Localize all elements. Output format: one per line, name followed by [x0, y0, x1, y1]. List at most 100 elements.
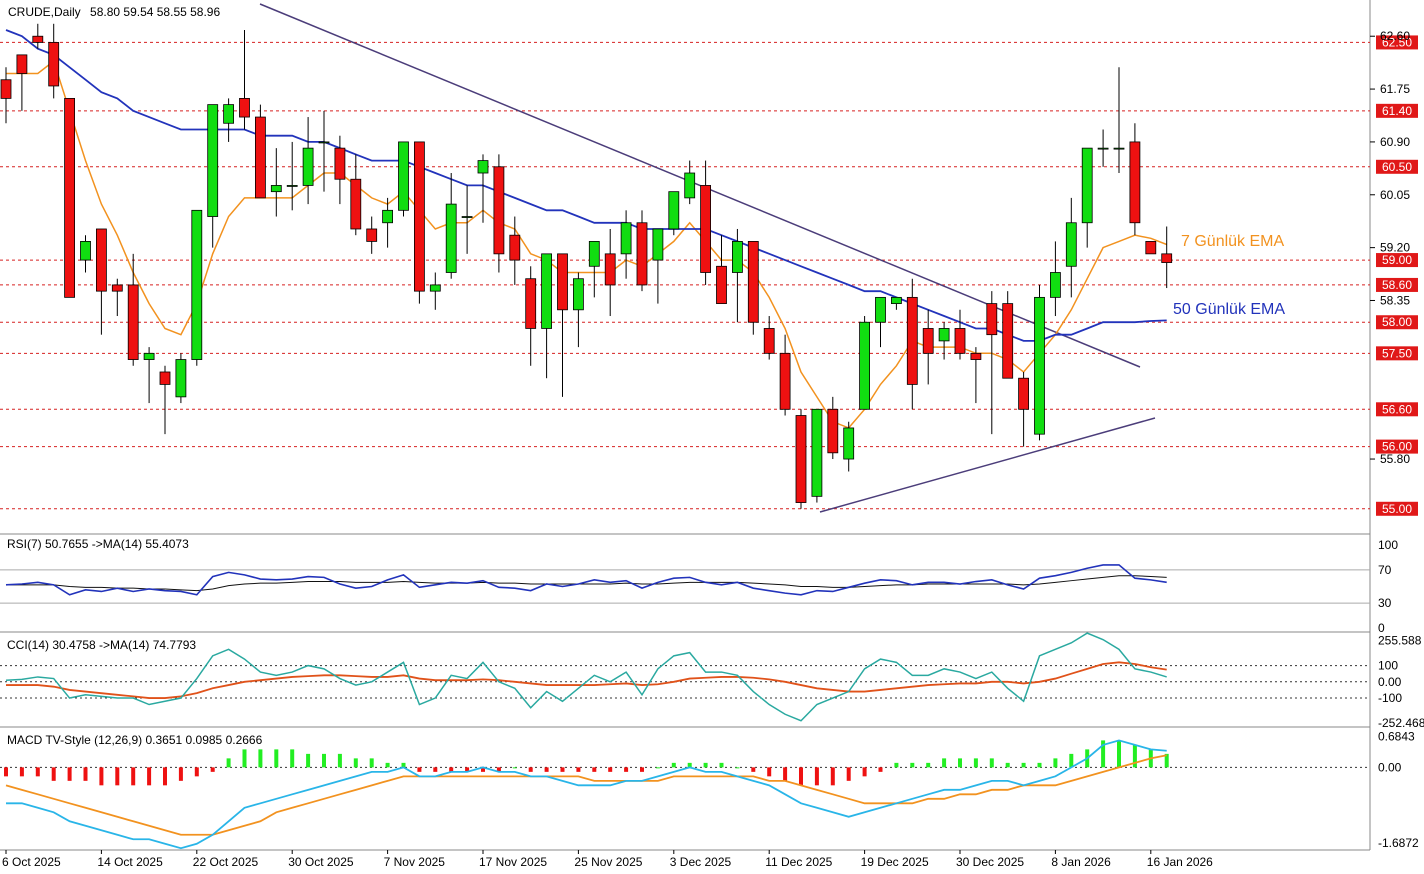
macd-hist-bar-54 — [862, 767, 867, 777]
candle-body-25 — [398, 141, 409, 211]
rsi-label: RSI(7) 50.7655 ->MA(14) 55.4073 — [7, 537, 189, 551]
macd-hist-bar-43 — [687, 762, 692, 768]
candle-body-68 — [1081, 147, 1093, 224]
price-tick-label-2: 60.90 — [1380, 135, 1410, 149]
candle-body-32 — [509, 234, 521, 261]
candle-body-47 — [747, 241, 759, 323]
macd-hist-bar-10 — [163, 767, 167, 786]
macd-hist-bar-46 — [735, 767, 740, 769]
candle-body-17 — [270, 185, 282, 193]
candle-body-6 — [96, 228, 107, 292]
date-label-12: 16 Jan 2026 — [1147, 855, 1213, 869]
macd-axis-label-1: 0.00 — [1378, 760, 1402, 774]
price-tick-label-3: 60.05 — [1380, 188, 1410, 202]
candle-body-40 — [636, 222, 648, 286]
macd-hist-bar-12 — [194, 767, 199, 777]
rsi-panel: 70 30 100 0 — [0, 538, 1398, 635]
macd-hist-bar-64 — [1021, 762, 1026, 768]
level-label-0: 62.50 — [1382, 35, 1412, 49]
date-label-0: 6 Oct 2025 — [2, 855, 61, 869]
candle-body-62 — [986, 303, 998, 336]
date-label-6: 25 Nov 2025 — [574, 855, 642, 869]
macd-hist-bar-1 — [19, 767, 24, 777]
candle-body-14 — [223, 104, 235, 124]
macd-line — [6, 739, 1167, 850]
candle-body-29 — [461, 216, 473, 218]
candle-body-34 — [541, 253, 552, 329]
macd-hist-bar-17 — [274, 749, 279, 768]
level-label-9: 55.00 — [1382, 502, 1412, 516]
level-tag-6 — [1376, 346, 1418, 361]
candle-body-20 — [318, 141, 330, 144]
price-tick-label-5: 58.35 — [1380, 293, 1410, 307]
macd-hist-bar-44 — [703, 762, 708, 768]
candle-body-37 — [588, 241, 600, 267]
candle-body-48 — [763, 328, 775, 354]
macd-hist-bar-69 — [1101, 740, 1106, 768]
macd-hist-bar-6 — [99, 767, 104, 786]
candle-body-60 — [954, 328, 966, 354]
candle-body-58 — [922, 328, 934, 354]
candle-body-28 — [445, 203, 457, 273]
cci-axis-label-1: 100 — [1378, 659, 1398, 673]
macd-hist-bar-23 — [369, 758, 374, 768]
level-label-5: 58.00 — [1382, 315, 1412, 329]
level-tag-2 — [1376, 159, 1418, 174]
cci-axis-label-3: -100 — [1378, 691, 1402, 705]
macd-hist-bar-31 — [496, 767, 501, 772]
macd-hist-bar-32 — [512, 767, 517, 769]
macd-hist-bar-67 — [1069, 753, 1074, 768]
candle-body-10 — [159, 371, 171, 385]
macd-hist-bar-71 — [1132, 744, 1137, 768]
macd-hist-bar-48 — [767, 767, 772, 777]
level-tag-3 — [1376, 253, 1418, 268]
cci-ma-line — [6, 661, 1167, 699]
macd-hist-bar-21 — [337, 753, 342, 768]
level-label-1: 61.40 — [1382, 104, 1412, 118]
candle-body-59 — [938, 328, 950, 342]
ascending-trendline[interactable] — [819, 417, 1156, 513]
date-label-3: 30 Oct 2025 — [288, 855, 354, 869]
macd-hist-bar-35 — [560, 767, 565, 772]
macd-hist-bar-38 — [608, 767, 613, 772]
macd-panel: 0.6843 0.00 -1.6872 — [0, 730, 1419, 850]
candle-body-24 — [382, 209, 394, 224]
macd-hist-bar-3 — [51, 767, 56, 781]
ema-line-1 — [5, 29, 1167, 342]
candle-body-56 — [891, 296, 902, 304]
level-tag-8 — [1376, 439, 1418, 454]
ema50-annotation: 50 Günlük EMA — [1173, 301, 1285, 318]
candle-body-73 — [1161, 253, 1173, 263]
macd-hist-bar-13 — [210, 767, 215, 772]
rsi-axis-label-2: 100 — [1378, 538, 1398, 552]
candle-body-15 — [239, 97, 250, 118]
candle-body-22 — [350, 178, 362, 230]
macd-hist-bar-37 — [592, 767, 597, 772]
macd-hist-bar-42 — [671, 762, 676, 768]
cci-panel: 255.588 100 0.00 -100 -252.468 — [0, 632, 1424, 730]
candle-body-50 — [795, 415, 807, 503]
macd-hist-bar-58 — [926, 762, 931, 768]
candle-body-39 — [620, 222, 632, 255]
candle-body-63 — [1002, 303, 1014, 379]
candle-body-21 — [334, 147, 346, 180]
macd-hist-bar-16 — [258, 749, 263, 768]
macd-hist-bar-26 — [417, 767, 422, 772]
candle-body-44 — [700, 185, 711, 273]
candle-body-46 — [732, 241, 743, 273]
date-label-4: 7 Nov 2025 — [384, 855, 446, 869]
level-tag-4 — [1376, 277, 1418, 292]
macd-hist-bar-19 — [306, 753, 311, 768]
candle-body-16 — [254, 116, 266, 199]
date-label-7: 3 Dec 2025 — [670, 855, 732, 869]
macd-hist-bar-52 — [830, 767, 835, 786]
candle-body-36 — [573, 278, 584, 311]
macd-hist-bar-40 — [640, 767, 644, 772]
candle-body-55 — [875, 296, 886, 323]
macd-hist-bar-62 — [989, 758, 994, 768]
date-label-2: 22 Oct 2025 — [193, 855, 259, 869]
candle-body-12 — [191, 209, 203, 360]
candles — [0, 23, 1173, 509]
macd-hist-bar-18 — [290, 749, 295, 768]
